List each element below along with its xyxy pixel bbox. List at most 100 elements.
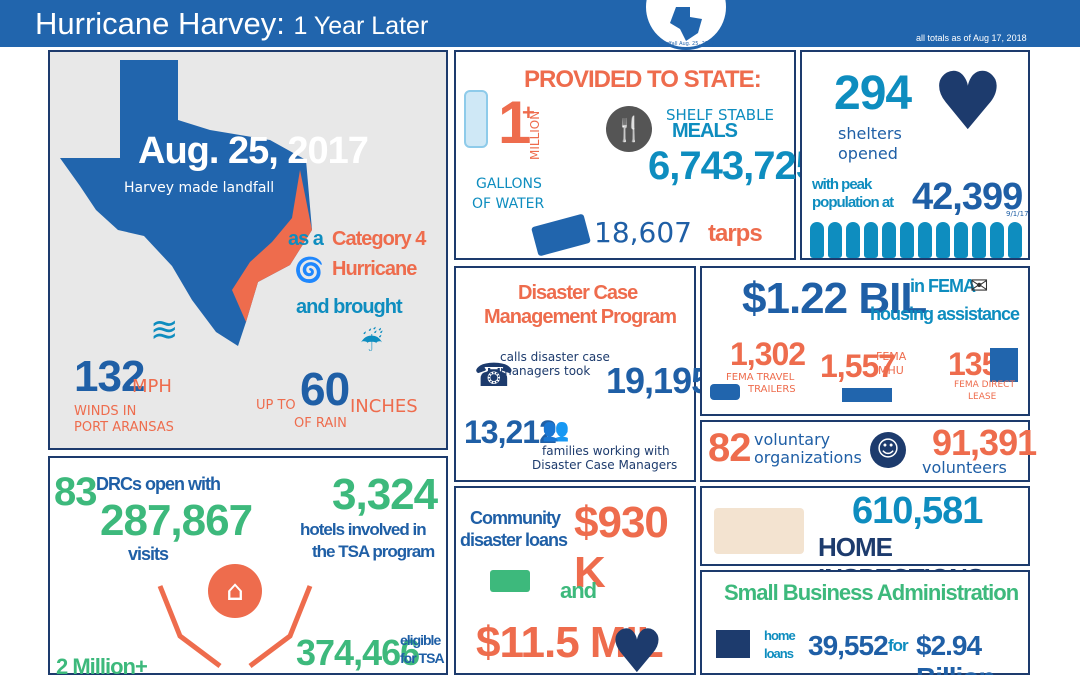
sba-for: for [888, 636, 909, 655]
families-value: 13,212 [464, 414, 557, 450]
community-panel: Community disaster loans $930 K and $11.… [454, 486, 696, 675]
direct-label-2: LEASE [968, 392, 997, 402]
peak-label-1: with peak [812, 176, 872, 193]
million-value: 2 Million+ [56, 654, 148, 675]
water-plus: + [522, 100, 535, 125]
people-row-icon [810, 222, 1022, 258]
home-value: 39,552 [808, 630, 889, 661]
fema-panel: $1.22 BIL in FEMA ✉ housing assistance 1… [700, 266, 1030, 416]
mhu-label-2: MHU [878, 364, 904, 377]
visits-label: visits [128, 544, 169, 564]
heart-people-icon: ♥ [610, 617, 664, 675]
orgs-label-2: organizations [754, 448, 862, 467]
fema-label-2: housing assistance [870, 304, 1020, 324]
eligible-label-1: eligible [400, 632, 441, 648]
shelters-value: 294 [834, 67, 912, 120]
building-icon [990, 348, 1018, 382]
header-bar [0, 0, 1080, 47]
category-label: Category 4 [332, 228, 426, 250]
drc-label: DRCs open with [96, 474, 221, 494]
orgs-label-1: voluntary [754, 430, 831, 449]
as-a-label: as a [288, 228, 324, 250]
wind-label-1: WINDS IN [74, 404, 137, 419]
community-label-2: disaster loans [460, 530, 568, 550]
water-value: 1 [498, 89, 531, 156]
rain-prefix: UP TO [256, 398, 296, 413]
as-of-note: all totals as of Aug 17, 2018 [916, 33, 1027, 43]
mail-icon: ✉ [970, 274, 989, 299]
water-bottle-icon [464, 90, 488, 148]
shelters-panel: 294 shelters opened ♥ with peak populati… [800, 50, 1030, 260]
money-icon [490, 570, 530, 592]
fema-label-1: in FEMA [910, 276, 976, 296]
svg-text:Landfall Aug. 25, 2017: Landfall Aug. 25, 2017 [658, 41, 715, 47]
provided-panel: PROVIDED TO STATE: 1 + MILLION GALLONS O… [454, 50, 818, 260]
hands-icon [157, 585, 313, 668]
calls-value: 19,195 [606, 360, 711, 401]
home-label-2: loans [764, 646, 794, 661]
meals-label-2: MEALS [672, 120, 738, 142]
mhu-icon [842, 388, 892, 402]
home-icon [716, 630, 750, 658]
travel-label-2: TRAILERS [748, 384, 796, 395]
rain-value: 60 [300, 363, 350, 415]
tarps-value: 18,607 [594, 216, 692, 249]
hurricane-icon: 🌀 [294, 256, 324, 284]
meals-value: 6,743,725 [648, 144, 818, 188]
hurricane-label: Hurricane [332, 258, 417, 280]
hotels-label-2: the TSA program [312, 542, 435, 561]
hotels-label-1: hotels involved in [300, 520, 427, 539]
meal-plate-icon: 🍴 [606, 106, 652, 152]
mhu-label-1: FEMA [876, 350, 907, 363]
volunteers-label: volunteers [922, 458, 1007, 477]
wind-unit: MPH [132, 376, 172, 397]
mhu-value: 1,557 [820, 348, 896, 384]
orgs-value: 82 [708, 426, 751, 470]
dcm-heading-2: Management Program [484, 306, 677, 328]
phone-icon: ☎ [474, 356, 514, 394]
direct-label-1: FEMA DIRECT [954, 380, 1015, 390]
texas-map-icon [60, 60, 312, 346]
landfall-date: Aug. 25, 2017 [138, 130, 369, 172]
water-label-1: GALLONS [476, 176, 542, 192]
fema-value: $1.22 BIL [742, 274, 927, 323]
calls-label-1: calls disaster case [500, 350, 610, 364]
community-value: $930 K [574, 498, 669, 597]
home-label-1: home [764, 628, 796, 643]
calls-label-2: managers took [500, 364, 591, 378]
families-label-2: Disaster Case Managers [532, 458, 678, 472]
drc-panel: 83 DRCs open with 287,867 visits 3,324 h… [48, 456, 448, 675]
dcm-panel: Disaster Case Management Program ☎ calls… [454, 266, 711, 482]
voluntary-panel: 82 voluntary organizations ☺ 91,391 volu… [700, 420, 1037, 482]
wind-value: 132 [74, 352, 145, 401]
drc-value: 83 [54, 470, 97, 514]
volunteers-value: 91,391 [932, 422, 1037, 463]
water-unit: MILLION [528, 110, 542, 160]
wind-label-2: PORT ARANSAS [74, 420, 174, 435]
tarp-icon [531, 213, 591, 257]
house-icon: ⌂ [208, 564, 262, 618]
provided-heading: PROVIDED TO STATE: [524, 66, 762, 93]
landfall-panel: Aug. 25, 2017 Harvey made landfall as a … [48, 50, 448, 450]
peak-value: 42,399 [912, 176, 1023, 218]
heart-plus-icon: ♥ [932, 55, 1004, 148]
inspection-scene-icon [714, 508, 804, 554]
rain-label: OF RAIN [294, 416, 347, 431]
brought-label: and brought [296, 296, 403, 318]
family-icon: 👥 [542, 418, 570, 443]
rain-unit: INCHES [350, 396, 418, 417]
travel-trailer-icon [710, 384, 740, 400]
inspections-panel: 610,581 HOME INSPECTIONS [700, 486, 1030, 593]
eligible-value: 374,466 [296, 632, 420, 673]
sba-amount: $2.94 Billion [916, 630, 996, 675]
dcm-heading-1: Disaster Case [518, 282, 638, 304]
travel-label-1: FEMA TRAVEL [726, 372, 795, 383]
shelters-label-1: shelters [838, 124, 902, 143]
shelters-label-2: opened [838, 144, 898, 163]
community-value-2: $11.5 MIL [476, 618, 664, 667]
rain-cloud-icon: ☔ [360, 328, 384, 358]
families-label-1: families working with [542, 444, 670, 458]
page-title: Hurricane Harvey: 1 Year Later [35, 6, 429, 41]
sba-heading: Small Business Administration [724, 580, 1019, 605]
travel-value: 1,302 [730, 336, 806, 372]
